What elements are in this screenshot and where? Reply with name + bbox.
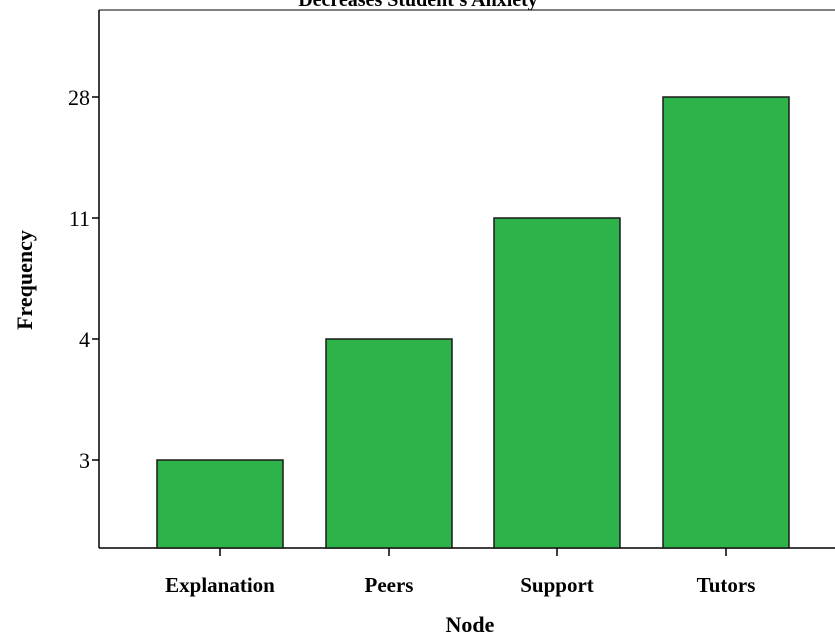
bar-peers [325,338,453,549]
y-axis-label: Frequency [12,230,37,330]
y-tick-label: 28 [68,85,90,110]
x-ticks-layer: Explanation Peers Support Tutors [165,548,755,597]
bars-layer [156,96,790,549]
y-tick-label: 3 [79,448,90,473]
bar-support [493,217,621,549]
x-axis-label: Node [446,612,495,637]
x-tick-label: Peers [365,573,414,597]
y-ticks-layer: 3 4 11 28 [68,85,99,473]
x-tick-label: Support [520,573,594,597]
x-tick-label: Explanation [165,573,275,597]
bar-tutors [662,96,790,549]
bar-explanation [156,459,284,549]
y-tick-label: 11 [69,206,90,231]
x-tick-label: Tutors [697,573,756,597]
chart-title: Decreases Student's Anxiety [298,0,538,11]
y-tick-label: 4 [79,327,90,352]
